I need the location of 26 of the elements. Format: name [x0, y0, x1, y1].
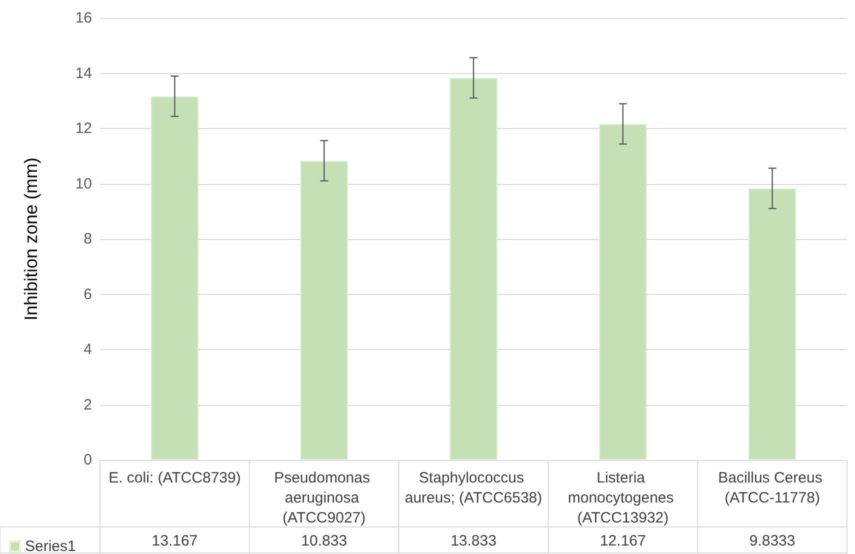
data-label: 13.167 [152, 532, 198, 550]
y-tick-label: 16 [75, 10, 92, 26]
y-axis-title: Inhibition zone (mm) [21, 157, 41, 321]
x-tick-label: Pseudomonas aeruginosa (ATCC9027) [274, 470, 374, 526]
y-tick-label: 10 [75, 175, 92, 192]
y-tick-label: 8 [84, 230, 92, 248]
bar [450, 78, 498, 460]
y-tick-label: 0 [84, 452, 92, 468]
x-tick-label: Listeria monocytogenes (ATCC13932) [568, 470, 678, 526]
data-label: 9.8333 [749, 532, 796, 550]
legend-label: Series1 [25, 538, 76, 554]
bar [300, 160, 348, 460]
x-tick-label: Bacillus Cereus (ATCC-11778) [718, 470, 826, 506]
data-label: 13.833 [450, 532, 496, 550]
data-label: 12.167 [600, 532, 646, 550]
bar [598, 124, 647, 460]
y-tick-label: 12 [75, 120, 92, 137]
y-tick-label: 14 [75, 64, 92, 82]
y-tick-label: 2 [84, 396, 92, 414]
y-tick-label: 6 [84, 286, 92, 303]
x-tick-label: E. coli: (ATCC8739) [108, 470, 241, 486]
x-tick-label: Staphylococcus aureus; (ATCC6538) [404, 470, 542, 506]
y-tick-label: 4 [84, 341, 92, 358]
bar [150, 96, 199, 460]
bar [748, 188, 796, 460]
data-label: 10.833 [301, 532, 348, 550]
